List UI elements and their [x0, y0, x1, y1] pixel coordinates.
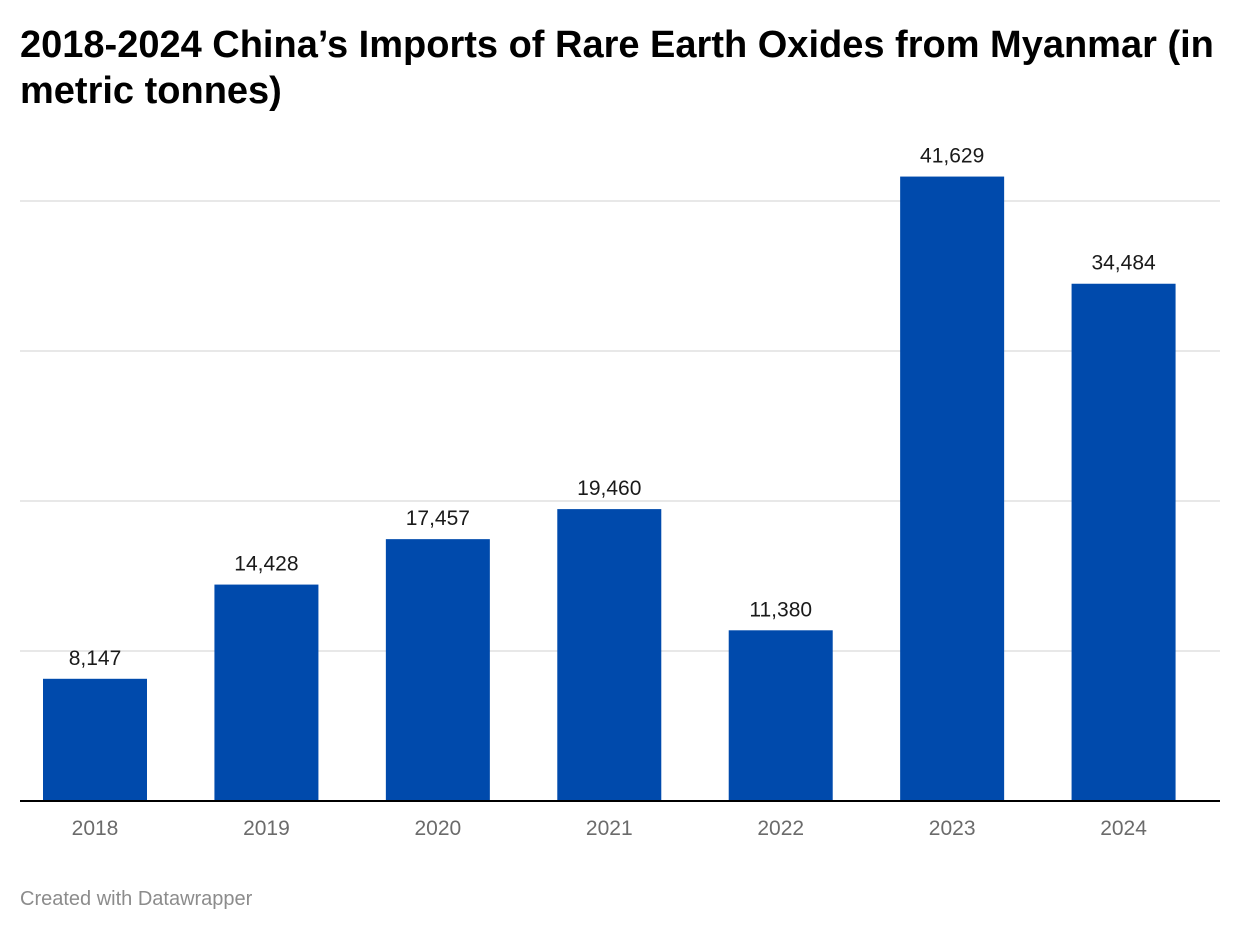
- bar-2021: [557, 509, 662, 801]
- bar-2022: [728, 630, 833, 801]
- x-tick-label-2023: 2023: [929, 817, 976, 840]
- value-label-2024: 34,484: [1091, 252, 1156, 275]
- value-label-2021: 19,460: [577, 477, 641, 500]
- bars: [43, 176, 1176, 801]
- value-label-2020: 17,457: [406, 507, 470, 530]
- footer-credit: Created with Datawrapper: [20, 888, 253, 910]
- x-tick-label-2019: 2019: [243, 817, 290, 840]
- x-tick-label-2021: 2021: [586, 817, 633, 840]
- chart-title: 2018-2024 China’s Imports of Rare Earth …: [20, 24, 1214, 112]
- bar-2018: [43, 678, 147, 801]
- value-label-2023: 41,629: [920, 145, 984, 168]
- x-tick-label-2018: 2018: [72, 817, 119, 840]
- bar-2023: [900, 176, 1005, 801]
- x-tick-label-2022: 2022: [757, 817, 804, 840]
- bar-2020: [385, 539, 490, 801]
- bar-2024: [1071, 283, 1176, 801]
- x-axis-tick-labels: 2018 2019 2020 2021 2022 2023 2024: [72, 817, 1148, 840]
- bar-2019: [214, 584, 319, 801]
- value-label-2019: 14,428: [234, 553, 298, 576]
- value-labels: 8,147 14,428 17,457 19,460 11,380 41,629 34,48…: [69, 145, 1156, 670]
- value-label-2022: 11,380: [749, 598, 812, 621]
- x-tick-label-2024: 2024: [1100, 817, 1147, 840]
- x-tick-label-2020: 2020: [414, 817, 461, 840]
- value-label-2018: 8,147: [69, 647, 122, 670]
